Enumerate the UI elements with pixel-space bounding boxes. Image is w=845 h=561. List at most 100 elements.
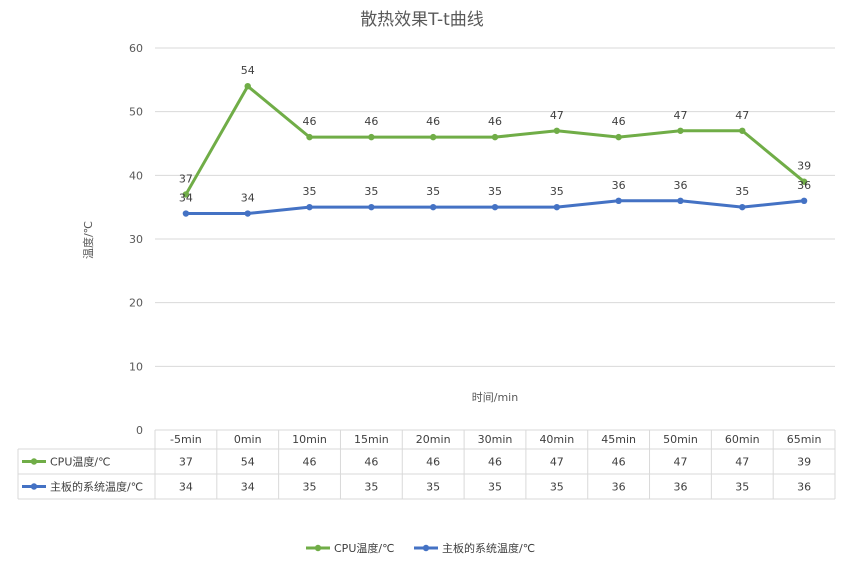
y-tick-label: 30: [129, 233, 143, 246]
table-cell: 36: [797, 481, 811, 494]
data-label: 35: [303, 185, 317, 198]
data-point: [615, 197, 622, 204]
data-label: 46: [488, 115, 502, 128]
y-tick-label: 40: [129, 169, 143, 182]
data-label: 36: [673, 179, 687, 192]
table-cell: 35: [550, 481, 564, 494]
gridlines: [155, 47, 835, 367]
table-legend-key: [22, 483, 46, 490]
data-label: 54: [241, 64, 255, 77]
data-point: [553, 203, 561, 211]
x-tick-label: 15min: [354, 433, 389, 446]
data-label: 36: [797, 179, 811, 192]
x-tick-label: 65min: [787, 433, 822, 446]
data-label: 46: [364, 115, 378, 128]
data-label: 34: [179, 192, 193, 205]
data-point: [491, 133, 499, 141]
legend: CPU温度/℃ 主板的系统温度/℃: [306, 541, 535, 555]
table-cell: 46: [364, 456, 378, 469]
table-cell: 47: [550, 456, 564, 469]
data-label: 46: [426, 115, 440, 128]
series-mainboard: 34 34 35 35 35 35 35 36 36 35 36: [179, 179, 811, 217]
data-point: [306, 203, 313, 211]
legend-label: 主板的系统温度/℃: [442, 541, 535, 555]
data-point: [739, 203, 746, 211]
data-label: 46: [612, 115, 626, 128]
x-tick-label: 0min: [234, 433, 262, 446]
y-axis-label: 温度/℃: [81, 221, 95, 259]
legend-key-marker: [30, 483, 38, 490]
table-cell: 35: [488, 481, 502, 494]
table-cell: 46: [303, 456, 317, 469]
data-point: [182, 210, 190, 217]
series-layer: 37 54 46 46 46 46 47 46 47 47 39 34 34 35 35 35 35 35 36 36…: [179, 64, 811, 217]
table-series-name: CPU温度/℃: [50, 455, 110, 469]
data-point: [800, 197, 808, 204]
data-table: -5min 0min 10min 15min 20min 30min 40min 45min 5…: [17, 429, 836, 500]
x-tick-label: 30min: [478, 433, 513, 446]
table-cell: 46: [488, 456, 502, 469]
y-tick-label: 50: [129, 106, 143, 119]
data-point: [306, 133, 313, 141]
legend-label: CPU温度/℃: [334, 541, 394, 555]
legend-key-marker: [30, 458, 38, 465]
x-tick-label: 10min: [292, 433, 327, 446]
data-label: 35: [735, 185, 749, 198]
data-point: [677, 127, 684, 134]
y-tick-label: 10: [129, 360, 143, 373]
data-point: [739, 127, 746, 134]
table-cell: 46: [612, 456, 626, 469]
x-tick-label: 20min: [416, 433, 451, 446]
data-label: 35: [426, 185, 440, 198]
data-point: [677, 197, 684, 204]
data-point: [553, 127, 561, 134]
legend-item: 主板的系统温度/℃: [414, 541, 535, 555]
legend-item: CPU温度/℃: [306, 541, 394, 555]
data-point: [429, 133, 437, 141]
table-cell: 39: [797, 456, 811, 469]
legend-marker: [314, 544, 322, 552]
data-label: 47: [673, 109, 687, 122]
table-cell: 35: [364, 481, 378, 494]
data-label: 35: [550, 185, 564, 198]
data-point: [244, 83, 251, 90]
x-tick-label: -5min: [170, 433, 202, 446]
table-series-name: 主板的系统温度/℃: [50, 480, 143, 494]
chart-title: 散热效果T-t曲线: [360, 10, 484, 30]
data-label: 34: [241, 192, 255, 205]
x-tick-label: 40min: [539, 433, 574, 446]
table-cell: 46: [426, 456, 440, 469]
data-label: 46: [303, 115, 317, 128]
data-label: 37: [179, 172, 193, 185]
data-label: 35: [364, 185, 378, 198]
y-tick-label: 0: [136, 424, 143, 437]
table-cell: 35: [426, 481, 440, 494]
table-cell: 37: [179, 456, 193, 469]
data-label: 39: [797, 160, 811, 173]
data-point: [182, 191, 190, 198]
data-label: 47: [735, 109, 749, 122]
table-cell: 34: [179, 481, 193, 494]
table-cell: 36: [673, 481, 687, 494]
table-cell: 36: [612, 481, 626, 494]
x-tick-label: 60min: [725, 433, 760, 446]
data-point: [491, 203, 499, 211]
data-point: [244, 210, 251, 217]
table-cell: 35: [303, 481, 317, 494]
data-point: [800, 178, 808, 185]
data-label: 47: [550, 109, 564, 122]
y-tick-label: 20: [129, 297, 143, 310]
series-cpu: 37 54 46 46 46 46 47 46 47 47 39: [179, 64, 811, 198]
table-cell: 35: [735, 481, 749, 494]
y-tick-label: 60: [129, 42, 143, 55]
table-cell: 54: [241, 456, 255, 469]
data-label: 35: [488, 185, 502, 198]
table-cell: 34: [241, 481, 255, 494]
x-tick-label: 45min: [601, 433, 636, 446]
data-label: 36: [612, 179, 626, 192]
table-cell: 47: [735, 456, 749, 469]
legend-marker: [422, 544, 430, 552]
x-axis-label: 时间/min: [472, 391, 518, 404]
data-point: [615, 133, 622, 141]
